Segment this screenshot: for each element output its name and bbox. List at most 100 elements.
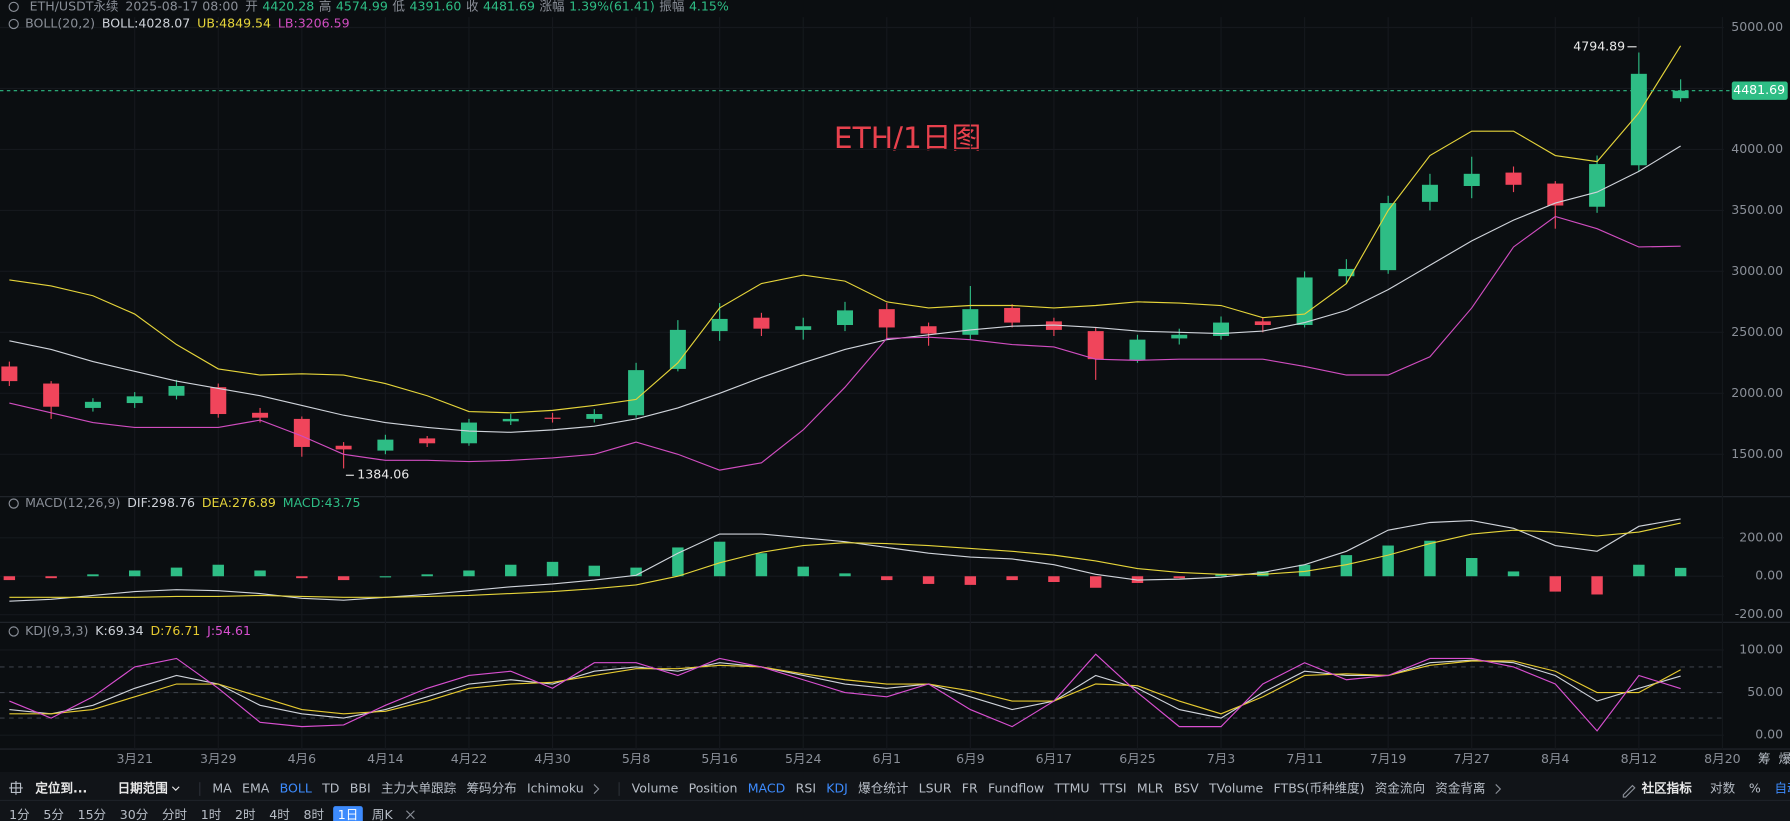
axis-tool[interactable]: 筹: [1758, 751, 1771, 766]
macd-bar: [1507, 571, 1520, 577]
macd-bar: [3, 576, 16, 581]
indicator-button[interactable]: Position: [689, 781, 738, 796]
alert-icon[interactable]: [8, 498, 19, 509]
option-button[interactable]: 对数: [1710, 781, 1736, 796]
y-tick-label: 3000.00: [1731, 263, 1783, 278]
x-tick-label: 4月14: [367, 751, 404, 766]
indicator-name[interactable]: BOLL(20,2): [25, 15, 95, 30]
date-range-button[interactable]: 日期范围: [118, 781, 168, 796]
interval-button[interactable]: 30分: [120, 807, 149, 821]
field-label: 收: [466, 0, 479, 13]
indicator-button[interactable]: RSI: [796, 781, 816, 796]
indicator-button[interactable]: 资金流向: [1375, 781, 1425, 796]
legend-entry: LB:3206.59: [278, 15, 350, 30]
interval-button[interactable]: 1日: [338, 807, 359, 821]
field-label: 涨幅: [540, 0, 565, 13]
x-tick-label: 4月6: [288, 751, 317, 766]
candle-body: [544, 417, 561, 419]
close-icon[interactable]: [406, 810, 415, 820]
macd-bar: [588, 565, 601, 577]
indicator-button[interactable]: KDJ: [826, 781, 848, 796]
macd-bar: [630, 567, 642, 577]
indicator-name[interactable]: MACD(12,26,9): [25, 495, 120, 510]
candle-body: [1171, 334, 1188, 339]
indicator-button[interactable]: EMA: [242, 781, 270, 796]
candle-body: [878, 309, 895, 328]
candle-body: [1087, 331, 1104, 360]
legend-entry: MACD:43.75: [283, 495, 361, 510]
indicator-button[interactable]: BSV: [1174, 781, 1199, 796]
field-value: 4481.69: [483, 0, 535, 13]
alert-icon[interactable]: [8, 1, 19, 12]
macd-bar: [1173, 576, 1185, 579]
legend-entry: DIF:298.76: [127, 495, 195, 510]
macd-bar: [755, 553, 768, 577]
macd-bar: [421, 574, 433, 577]
axis-tool[interactable]: 爆: [1779, 751, 1790, 766]
interval-button[interactable]: 1分: [9, 807, 30, 821]
interval-button[interactable]: 8时: [303, 807, 324, 821]
interval-button[interactable]: 5分: [43, 807, 64, 821]
locate-button[interactable]: 定位到...: [35, 781, 87, 796]
x-tick-label: 6月17: [1036, 751, 1072, 766]
macd-bar: [1549, 576, 1561, 592]
indicator-button[interactable]: Fundflow: [988, 781, 1044, 796]
indicator-button[interactable]: 爆仓统计: [858, 781, 909, 796]
macd-bar: [1674, 567, 1687, 577]
indicator-button[interactable]: 资金背离: [1435, 781, 1485, 796]
indicator-line: [9, 45, 1682, 414]
y-tick-label: 4000.00: [1731, 141, 1783, 156]
indicator-button[interactable]: LSUR: [919, 781, 952, 796]
interval-button[interactable]: 4时: [269, 807, 290, 821]
indicator-button[interactable]: FR: [962, 781, 978, 796]
y-tick-label: 100.00: [1739, 641, 1783, 656]
candle-body: [628, 370, 645, 416]
indicator-button[interactable]: Volume: [632, 781, 679, 796]
time: 2025-08-17 08:00: [125, 0, 238, 13]
y-tick-label: -200.00: [1735, 606, 1783, 621]
option-button[interactable]: 自动: [1774, 781, 1790, 796]
legend-entry: K:69.34: [95, 623, 143, 638]
macd-bar: [1382, 545, 1394, 577]
option-button[interactable]: %: [1749, 781, 1761, 796]
indicator-button[interactable]: BOLL: [280, 781, 312, 796]
indicator-button[interactable]: TD: [321, 781, 339, 796]
candle-body: [962, 309, 979, 335]
macd-bar: [1215, 574, 1227, 577]
indicator-button[interactable]: MLR: [1137, 781, 1164, 796]
indicator-button[interactable]: MACD: [748, 781, 786, 796]
candle-body: [126, 396, 143, 404]
macd-bar: [881, 576, 893, 581]
x-tick-label: 8月20: [1704, 751, 1741, 766]
interval-button[interactable]: 1时: [201, 807, 222, 821]
candle-body: [293, 418, 310, 447]
interval-button[interactable]: 周K: [372, 807, 394, 821]
interval-button[interactable]: 2时: [235, 807, 256, 821]
candle-body: [1630, 73, 1647, 166]
indicator-button[interactable]: FTBS(币种维度): [1274, 781, 1365, 796]
community-button[interactable]: 社区指标: [1641, 781, 1693, 796]
indicator-button[interactable]: 主力大单跟踪: [381, 781, 457, 796]
indicator-button[interactable]: TTSI: [1099, 781, 1127, 796]
locate-icon: [9, 781, 23, 795]
y-tick-label: 200.00: [1739, 529, 1783, 544]
interval-button[interactable]: 分时: [162, 807, 188, 821]
alert-icon[interactable]: [8, 626, 19, 637]
macd-bar: [296, 576, 308, 579]
macd-bar: [87, 574, 99, 577]
indicator-line: [9, 145, 1681, 433]
indicator-button[interactable]: TVolume: [1208, 781, 1264, 796]
macd-bar: [546, 561, 559, 577]
y-tick-label: 50.00: [1747, 684, 1783, 699]
indicator-name[interactable]: KDJ(9,3,3): [25, 623, 88, 638]
alert-icon[interactable]: [8, 18, 19, 30]
interval-button[interactable]: 15分: [78, 807, 107, 821]
macd-bar: [463, 570, 475, 577]
indicator-button[interactable]: BBI: [350, 781, 371, 796]
indicator-button[interactable]: TTMU: [1053, 781, 1089, 796]
indicator-button[interactable]: 筹码分布: [467, 781, 517, 796]
indicator-button[interactable]: MA: [212, 781, 232, 796]
candle-body: [419, 438, 436, 444]
indicator-button[interactable]: Ichimoku: [527, 781, 584, 796]
